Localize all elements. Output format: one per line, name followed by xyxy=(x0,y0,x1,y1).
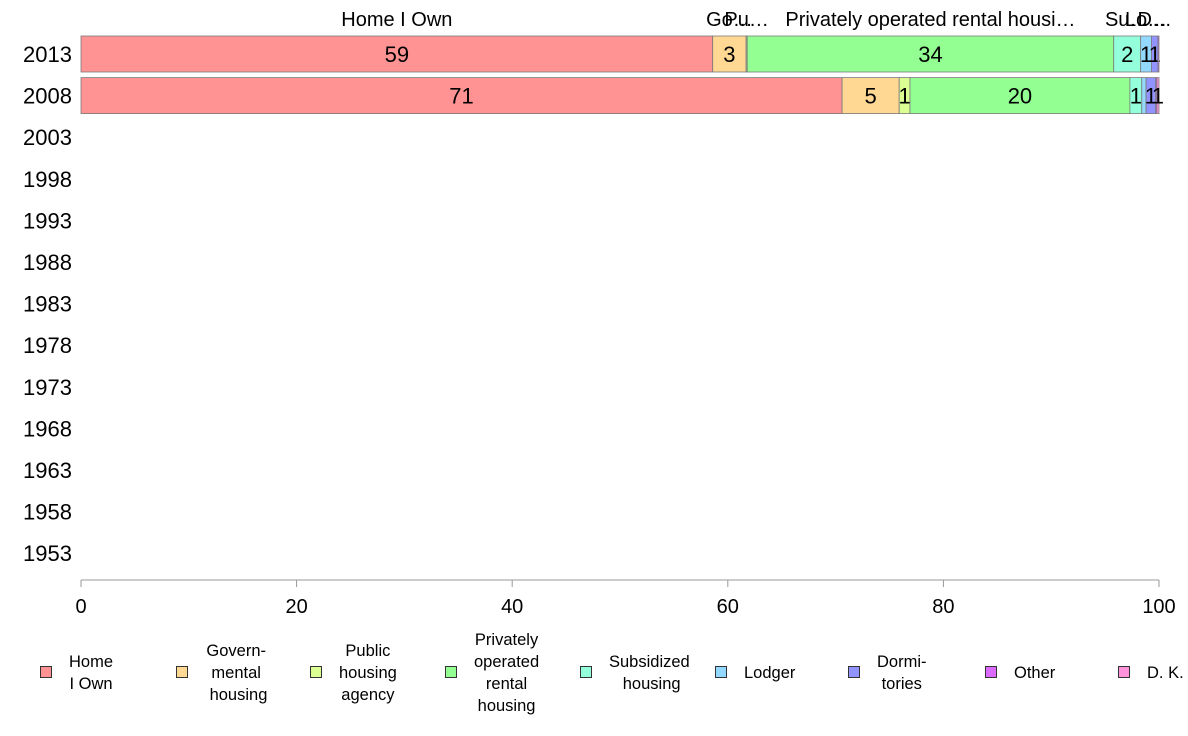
legend-swatch xyxy=(715,666,727,678)
legend-label: Home I Own xyxy=(69,653,114,693)
x-tick-label: 60 xyxy=(717,596,739,618)
top-segment-label: Pu… xyxy=(724,9,768,31)
bar-segment xyxy=(80,77,843,114)
category-label: 1963 xyxy=(23,458,72,483)
legend-swatch xyxy=(985,666,997,678)
bar-segment xyxy=(80,35,714,73)
legend-label: Privately operated rental housing xyxy=(474,631,540,715)
category-label: 1978 xyxy=(23,333,72,358)
data-label: 3 xyxy=(723,42,735,67)
category-label: 1993 xyxy=(23,208,72,233)
x-tick-label: 40 xyxy=(501,596,523,618)
bar-segment xyxy=(1156,77,1160,114)
category-label: 1973 xyxy=(23,375,72,400)
top-segment-label: D… xyxy=(1137,9,1171,31)
category-label: 1998 xyxy=(23,167,72,192)
data-label: 1 xyxy=(1152,84,1164,109)
legend-swatch xyxy=(445,666,457,678)
top-segment-label: Privately operated rental housi… xyxy=(785,9,1075,31)
legend-label: Dormi- tories xyxy=(877,653,927,693)
category-label: 2008 xyxy=(23,84,72,109)
data-label: 71 xyxy=(449,84,473,109)
data-label: 1 xyxy=(898,84,910,109)
legend-swatch xyxy=(40,666,52,678)
data-label: 59 xyxy=(385,42,409,67)
bar-segment xyxy=(909,77,1131,114)
legend-swatch xyxy=(310,666,322,678)
top-segment-label: Go… xyxy=(706,9,753,31)
top-segment-label: Lo… xyxy=(1125,9,1167,31)
category-label: 1968 xyxy=(23,416,72,441)
category-label: 1953 xyxy=(23,541,72,566)
category-label: 1983 xyxy=(23,292,72,317)
category-label: 1958 xyxy=(23,500,72,525)
x-tick-label: 0 xyxy=(75,596,86,618)
legend-swatch xyxy=(176,666,188,678)
legend-swatch xyxy=(848,666,860,678)
bar-segment xyxy=(1157,35,1160,73)
data-label: 2 xyxy=(1121,42,1133,67)
category-label: 2013 xyxy=(23,42,72,67)
legend-label: Subsidized housing xyxy=(609,653,690,693)
category-label: 1988 xyxy=(23,250,72,275)
category-label: 2003 xyxy=(23,125,72,150)
stacked-bar-chart: 2013200820031998199319881983197819731968… xyxy=(23,9,1176,618)
legend-label: Public housing agency xyxy=(339,642,397,704)
data-label: 5 xyxy=(865,84,877,109)
legend-label: Lodger xyxy=(744,664,796,682)
legend-label: Govern- mental housing xyxy=(206,642,268,704)
data-label: 1 xyxy=(1130,84,1142,109)
legend-swatch xyxy=(1118,666,1130,678)
chart-legend: Home I Own Govern- mental housing Public h… xyxy=(0,628,1188,736)
top-segment-label: Su… xyxy=(1105,9,1149,31)
data-label: 1 xyxy=(1140,42,1152,67)
legend-swatch xyxy=(580,666,592,678)
data-label: 34 xyxy=(918,42,942,67)
x-tick-label: 20 xyxy=(285,596,307,618)
data-label: 20 xyxy=(1008,84,1032,109)
x-tick-label: 80 xyxy=(932,596,954,618)
bar-segment xyxy=(712,35,747,73)
legend-label: Other xyxy=(1014,664,1056,682)
data-label: 1 xyxy=(1145,84,1157,109)
top-segment-label: Home I Own xyxy=(341,9,452,31)
legend-label: D. K. xyxy=(1147,664,1184,682)
x-tick-label: 100 xyxy=(1142,596,1175,618)
